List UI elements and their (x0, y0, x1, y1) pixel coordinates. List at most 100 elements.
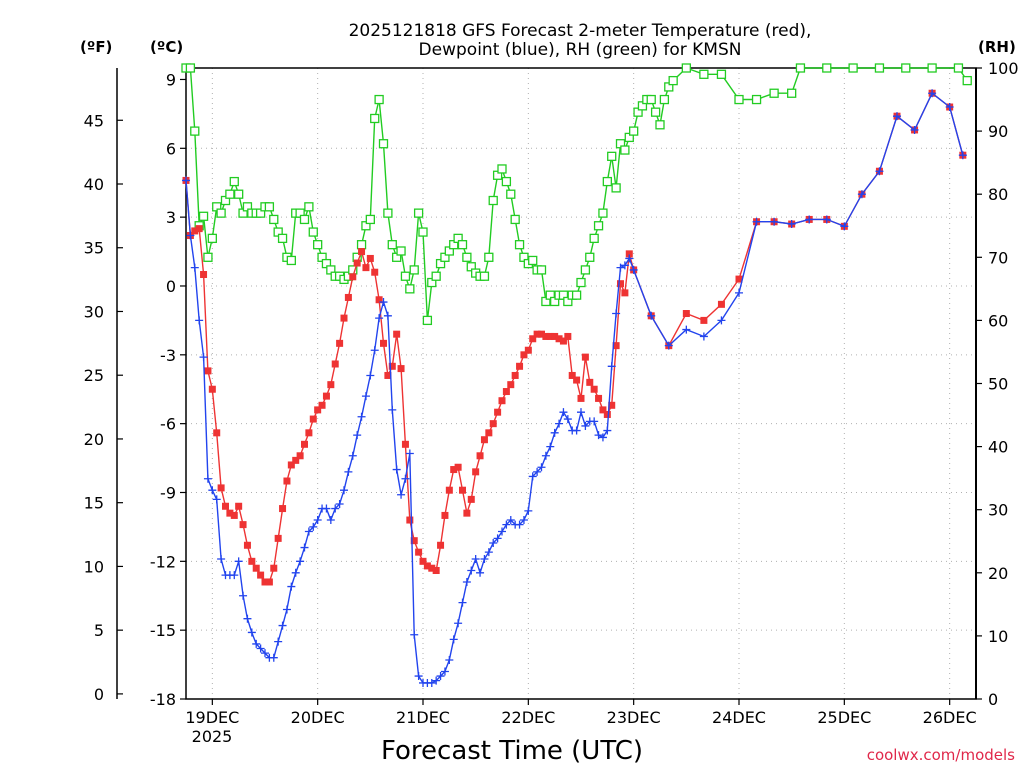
temperature-point (489, 420, 497, 428)
dewpoint-point (331, 504, 340, 513)
rh-point (203, 252, 213, 262)
rh-point (383, 208, 393, 218)
dewpoint-point (489, 538, 498, 547)
fahrenheit-tick-label: 20 (84, 430, 104, 449)
rh-point (374, 94, 384, 105)
temperature-point (538, 330, 545, 338)
temperature-point (314, 406, 322, 414)
fahrenheit-tick-label: 25 (84, 366, 104, 385)
temperature-point (480, 436, 488, 444)
temperature-line (185, 92, 964, 583)
temperature-point (226, 509, 234, 517)
dewpoint-point (261, 649, 269, 658)
dewpoint-point (256, 644, 265, 653)
temperature-point (301, 440, 308, 448)
dewpoint-point (480, 555, 489, 564)
rh-point (462, 252, 472, 262)
dewpoint-point (502, 520, 511, 529)
temperature-point (625, 250, 633, 258)
dewpoint-point (647, 311, 656, 320)
temperature-point (546, 332, 554, 340)
rh-point (356, 240, 367, 250)
temperature-point (450, 466, 458, 474)
rh-point (378, 139, 389, 149)
rh-point (234, 189, 244, 199)
temperature-point (621, 289, 629, 297)
dewpoint-point (612, 309, 621, 318)
dewpoint-point (353, 431, 362, 440)
temperature-point (603, 410, 611, 418)
dewpoint-point (476, 568, 485, 577)
temperature-point (551, 332, 559, 340)
dewpoint-point (537, 463, 546, 472)
dewpoint-point (375, 314, 384, 323)
rh-point (400, 271, 411, 281)
rh-unit-label: (RH) (978, 38, 1016, 56)
temperature-point (265, 578, 273, 586)
dewpoint-point (541, 451, 550, 460)
dewpoint-point (493, 534, 502, 543)
rh-point (510, 214, 520, 225)
dewpoint-point (581, 421, 590, 430)
rh-point (602, 176, 612, 187)
temperature-point (222, 502, 229, 510)
dewpoint-point (787, 220, 796, 229)
fahrenheit-tick-label: 35 (84, 239, 104, 258)
rh-point (207, 233, 217, 244)
rh-point (536, 265, 547, 275)
celsius-tick-label: -3 (160, 346, 176, 365)
dewpoint-point (217, 555, 226, 564)
temperature-point (700, 316, 708, 324)
temperature-point (393, 330, 401, 338)
temperature-point (682, 310, 690, 318)
dewpoint-point (436, 672, 445, 681)
rh-point (607, 151, 617, 161)
rh-point (286, 255, 296, 266)
celsius-tick-label: 3 (166, 208, 176, 227)
temperature-point (261, 578, 269, 586)
rh-point (308, 227, 318, 237)
dewpoint-point (449, 635, 458, 644)
temperature-point (213, 429, 221, 437)
rh-point (387, 240, 397, 250)
temperature-point (617, 280, 624, 288)
temperature-point (243, 541, 251, 549)
temperature-point (296, 452, 304, 460)
time-tick-label: 24DEC (712, 708, 766, 727)
temperature-point (423, 562, 431, 570)
dewpoint-point (840, 222, 849, 231)
temperature-point (375, 296, 383, 304)
temperature-point (467, 495, 475, 503)
dewpoint-point (247, 628, 256, 637)
time-tick-label: 19DEC (185, 708, 239, 727)
rh-tick-label: 50 (988, 375, 1008, 394)
fahrenheit-tick-label: 15 (84, 494, 104, 513)
celsius-tick-label: -15 (150, 621, 176, 640)
rh-point (874, 63, 885, 73)
rh-tick-label: 70 (988, 248, 1008, 267)
dewpoint-point (752, 217, 761, 226)
temperature-point (524, 346, 532, 354)
x-axis-title: Forecast Time (UTC) (381, 736, 643, 766)
dewpoint-point (519, 516, 528, 525)
rh-point (457, 240, 468, 250)
dewpoint-point (195, 316, 204, 325)
rh-point (479, 271, 490, 281)
rh-point (576, 277, 586, 288)
rh-point (848, 63, 858, 73)
dewpoint-point (467, 566, 476, 575)
temperature-point (432, 567, 440, 575)
temperature-point (292, 456, 300, 464)
fahrenheit-tick-label: 0 (94, 685, 104, 704)
dewpoint-point (296, 557, 305, 566)
rh-point (589, 233, 599, 244)
dewpoint-point (594, 431, 603, 440)
rh-point (497, 164, 507, 174)
temperature-point (577, 394, 585, 402)
rh-tick-label: 0 (988, 690, 998, 709)
rh-point (488, 195, 498, 206)
dewpoint-point (616, 263, 625, 272)
rh-point (313, 240, 323, 250)
celsius-tick-label: -18 (150, 690, 176, 709)
dewpoint-point (291, 568, 300, 577)
